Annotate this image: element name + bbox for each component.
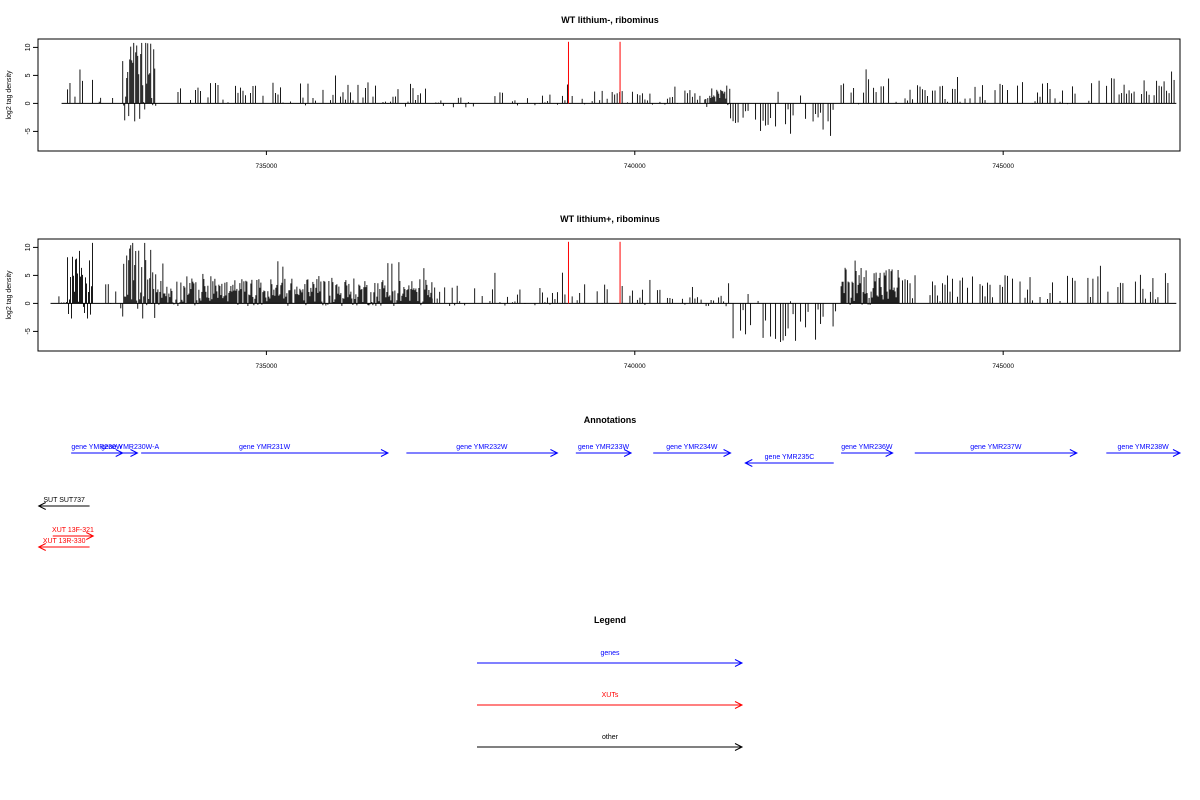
feature-arrow [1106,449,1182,457]
x-tick-label: 745000 [992,363,1014,370]
track-panel-lithium-minus: WT lithium-, ribominus log2 tag density … [6,15,1181,170]
signal-bars [61,41,1177,136]
y-tick-label: 10 [25,243,32,251]
feature-arrow [37,502,90,510]
legend-label: genes [600,650,620,657]
legend-panel: Legend genes XUTs other [477,615,744,751]
legend-arrow [477,659,744,667]
feature-label: gene YMR232W [456,444,508,451]
x-tick-label: 735000 [256,163,278,170]
legend-label: XUTs [602,692,619,699]
track-panel-lithium-plus: WT lithium+, ribominus log2 tag density … [6,214,1181,370]
y-axis-label: log2 tag density [6,270,13,320]
y-tick-label: 5 [25,273,32,277]
legend-arrow [477,701,744,709]
feature-arrow [37,543,90,551]
y-tick-label: 10 [25,43,32,51]
feature-arrow [141,449,390,457]
feature-label: gene YMR237W [970,444,1022,451]
y-tick-label: -5 [25,128,32,134]
feature-arrow [122,449,139,457]
axes: -5 0 5 10 735000 740000 745000 [25,238,1181,370]
y-tick-label: 5 [25,73,32,77]
x-tick-label: 735000 [256,363,278,370]
panel-title: WT lithium-, ribominus [561,15,659,25]
x-tick-label: 740000 [624,363,646,370]
feature-label: gene YMR231W [239,444,291,451]
y-axis-label: log2 tag density [6,70,13,120]
legend-arrow [477,743,744,751]
plot-frame [37,238,1181,352]
axes: -5 0 5 10 735000 740000 745000 [25,38,1181,170]
annotations-title: Annotations [584,415,637,425]
feature-arrow [653,449,732,457]
feature-label: gene YMR233W [578,444,630,451]
x-tick-label: 745000 [992,163,1014,170]
feature-label: gene YMR236W [841,444,893,451]
feature-label: gene YMR234W [666,444,718,451]
feature-arrow [744,459,834,467]
feature-arrow [575,449,633,457]
feature-arrow [52,532,95,540]
feature-label: gene YMR238W [1118,444,1170,451]
feature-label: SUT SUT737 [43,497,85,504]
y-tick-label: 0 [25,101,32,105]
feature-arrow [914,449,1078,457]
y-tick-label: -5 [25,328,32,334]
plot-frame [37,38,1181,152]
panel-title: WT lithium+, ribominus [560,214,660,224]
feature-label: XUT 13R-330 [43,538,86,545]
feature-arrow [406,449,559,457]
signal-bars [50,241,1177,342]
y-tick-label: 0 [25,301,32,305]
feature-label: XUT 13F-321 [52,527,94,534]
legend-label: other [602,734,619,741]
x-tick-label: 740000 [624,163,646,170]
feature-label: gene YMR230W-A [101,444,159,451]
feature-arrow [841,449,894,457]
feature-label: gene YMR230W [71,444,123,451]
legend-title: Legend [594,615,626,625]
feature-label: gene YMR235C [765,454,815,461]
